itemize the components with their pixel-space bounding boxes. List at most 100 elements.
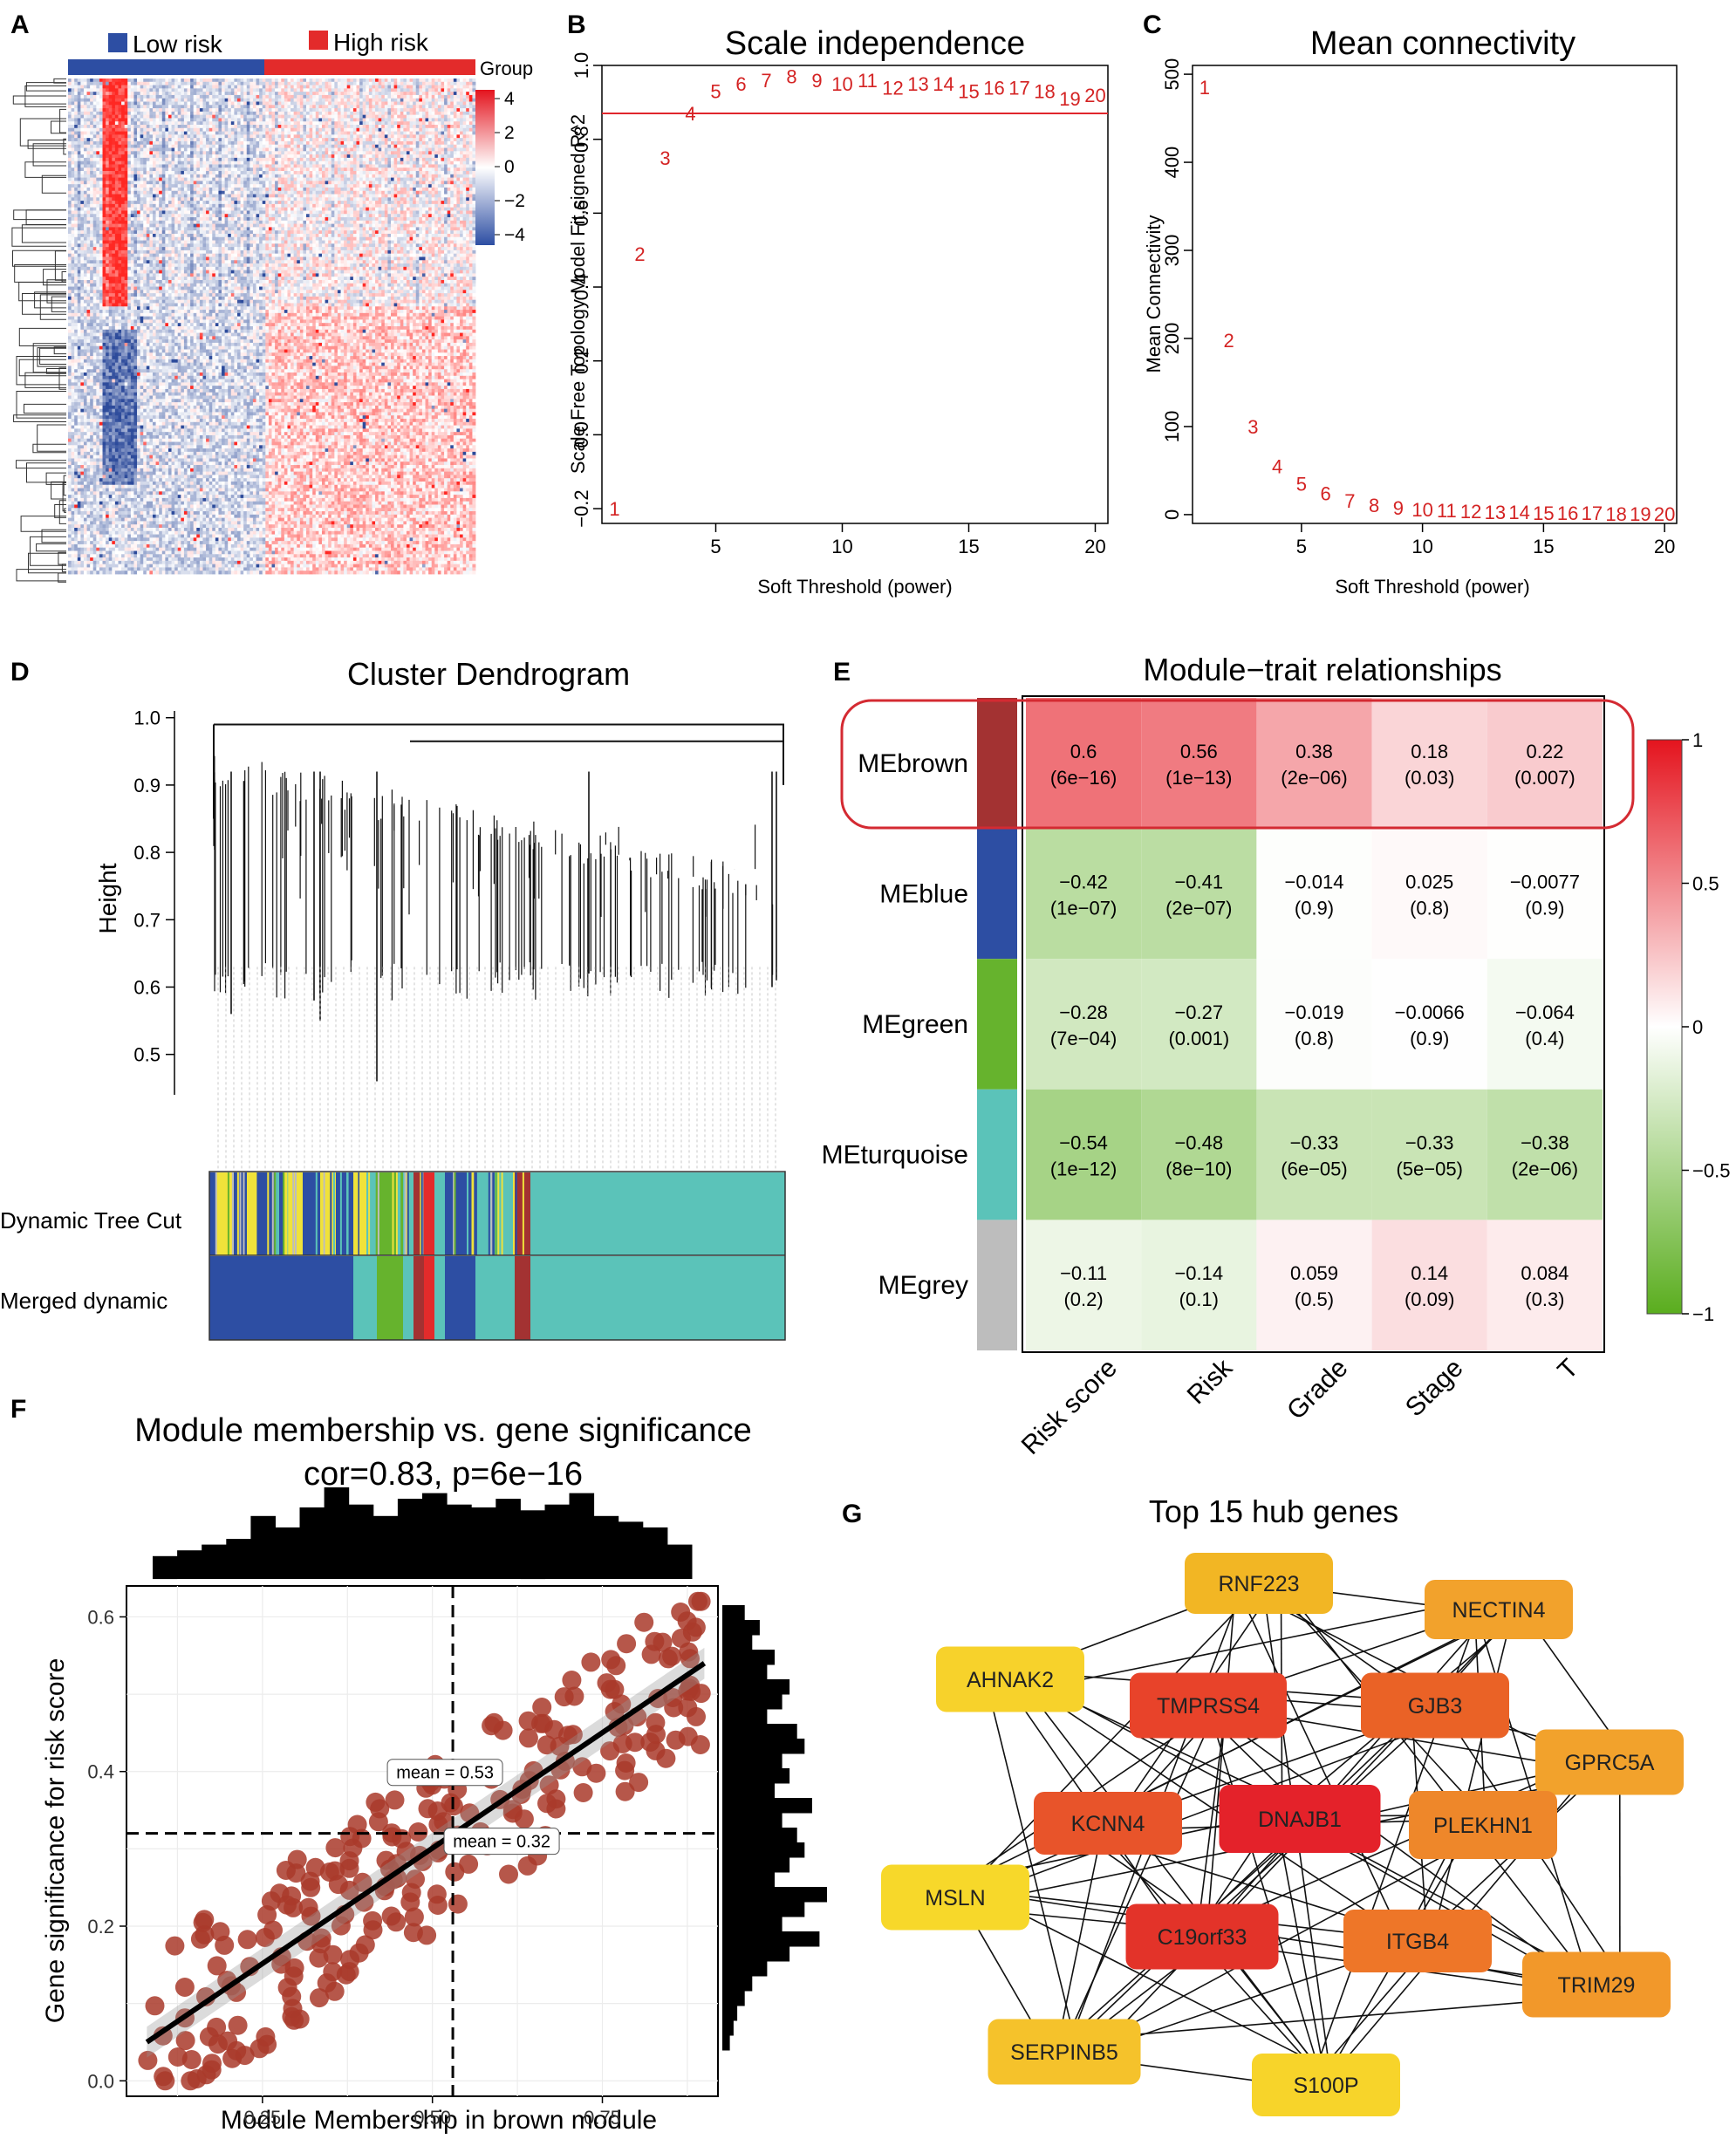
heatmap-cell <box>397 108 401 113</box>
heatmap-cell <box>256 167 260 172</box>
heatmap-cell <box>391 140 394 146</box>
heatmap-cell <box>161 144 166 148</box>
heatmap-cell <box>331 164 335 168</box>
heatmap-cell <box>468 167 473 172</box>
heatmap-cell <box>106 138 110 142</box>
heatmap-cell <box>406 111 410 116</box>
heatmap-cell <box>228 108 232 113</box>
heatmap-cell <box>99 157 103 162</box>
heatmap-cell <box>437 121 441 126</box>
heatmap-cell <box>297 154 301 159</box>
heatmap-cell <box>215 140 219 146</box>
heatmap-cell <box>315 157 319 162</box>
heatmap-cell <box>240 147 244 152</box>
heatmap-cell <box>397 79 401 83</box>
heatmap-cell <box>421 140 426 146</box>
heatmap-cell <box>259 197 263 202</box>
heatmap-cell <box>384 105 388 109</box>
heatmap-cell <box>155 184 160 188</box>
heatmap-cell <box>77 151 81 155</box>
heatmap-cell <box>193 140 197 146</box>
heatmap-cell <box>359 98 364 102</box>
heatmap-cell <box>118 127 122 132</box>
heatmap-cell <box>193 98 197 102</box>
heatmap-cell <box>215 190 219 195</box>
heatmap-cell <box>359 131 364 135</box>
heatmap-cell <box>287 127 291 132</box>
heatmap-cell <box>437 177 441 181</box>
heatmap-cell <box>159 101 163 106</box>
heatmap-cell <box>425 105 429 109</box>
heatmap-cell <box>228 177 232 181</box>
heatmap-cell <box>387 164 392 168</box>
heatmap-cell <box>108 81 113 85</box>
heatmap-cell <box>466 177 470 181</box>
heatmap-cell <box>318 151 323 155</box>
heatmap-cell <box>243 167 248 172</box>
heatmap-cell <box>86 181 91 185</box>
heatmap-cell <box>133 151 138 155</box>
heatmap-cell <box>299 181 304 185</box>
heatmap-cell <box>68 144 72 148</box>
heatmap-cell <box>246 190 250 195</box>
heatmap-cell <box>212 190 216 195</box>
heatmap-cell <box>290 187 295 192</box>
heatmap-cell <box>181 203 185 208</box>
heatmap-cell <box>441 140 445 146</box>
heatmap-cell <box>391 171 394 175</box>
heatmap-cell <box>397 94 401 99</box>
heatmap-cell <box>161 108 166 113</box>
heatmap-cell <box>321 118 325 122</box>
heatmap-cell <box>143 181 147 185</box>
heatmap-cell <box>196 144 201 148</box>
heatmap-cell <box>234 121 238 126</box>
heatmap-cell <box>381 94 386 99</box>
heatmap-cell <box>114 131 119 135</box>
heatmap-cell <box>190 184 195 188</box>
heatmap-cell <box>297 197 301 202</box>
heatmap-cell <box>167 177 172 181</box>
heatmap-cell <box>303 154 307 159</box>
heatmap-cell <box>146 114 150 119</box>
heatmap-cell <box>381 174 386 178</box>
heatmap-cell <box>183 177 188 181</box>
heatmap-cell <box>240 101 244 106</box>
heatmap-cell <box>315 151 319 155</box>
heatmap-cell <box>406 194 410 198</box>
heatmap-cell <box>337 197 341 202</box>
heatmap-cell <box>321 194 325 198</box>
heatmap-cell <box>218 151 222 155</box>
heatmap-cell <box>193 108 197 113</box>
heatmap-cell <box>265 111 270 116</box>
heatmap-cell <box>208 147 213 152</box>
heatmap-cell <box>441 118 445 122</box>
heatmap-cell <box>222 171 226 175</box>
heatmap-cell <box>118 94 122 99</box>
heatmap-cell <box>183 167 188 172</box>
heatmap-cell <box>397 190 401 195</box>
heatmap-cell <box>344 190 348 195</box>
heatmap-cell <box>372 161 376 165</box>
heatmap-cell <box>259 79 263 83</box>
heatmap-cell <box>102 111 106 116</box>
heatmap-cell <box>181 164 185 168</box>
heatmap-cell <box>80 88 85 92</box>
heatmap-cell <box>309 181 313 185</box>
heatmap-cell <box>472 187 476 192</box>
heatmap-cell <box>337 147 341 152</box>
heatmap-cell <box>366 171 370 175</box>
heatmap-cell <box>140 85 144 89</box>
heatmap-cell <box>174 131 179 135</box>
heatmap-cell <box>334 147 338 152</box>
heatmap-cell <box>149 164 154 168</box>
heatmap-cell <box>346 85 351 89</box>
heatmap-cell <box>265 134 270 139</box>
heatmap-cell <box>318 144 323 148</box>
heatmap-cell <box>265 92 270 96</box>
heatmap-cell <box>159 118 163 122</box>
heatmap-cell <box>118 108 122 113</box>
heatmap-cell <box>387 177 392 181</box>
heatmap-cell <box>378 98 382 102</box>
heatmap-cell <box>384 92 388 96</box>
heatmap-cell <box>234 184 238 188</box>
